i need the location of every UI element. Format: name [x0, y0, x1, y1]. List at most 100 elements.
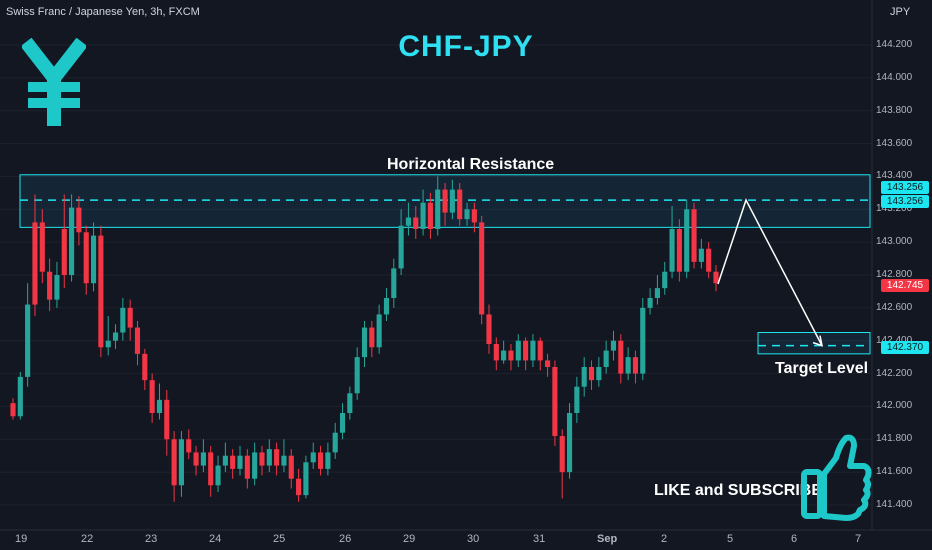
- resistance-label: Horizontal Resistance: [387, 156, 555, 173]
- candle-body: [610, 340, 617, 351]
- candle-body: [640, 307, 646, 374]
- candle-body: [376, 314, 382, 348]
- candle: [625, 347, 631, 381]
- candle: [713, 265, 719, 292]
- candle: [149, 373, 155, 423]
- candle: [296, 468, 302, 502]
- candle: [303, 455, 309, 499]
- candle: [317, 445, 324, 476]
- candle-body: [559, 436, 565, 473]
- candle-body: [515, 340, 521, 361]
- candle: [354, 347, 360, 400]
- candle-body: [435, 189, 441, 229]
- candle-body: [552, 367, 558, 436]
- candle-body: [449, 189, 455, 213]
- candle-body: [545, 360, 551, 367]
- candle: [105, 316, 111, 356]
- candle-body: [676, 229, 682, 272]
- candle: [405, 202, 412, 236]
- candle: [54, 261, 60, 308]
- candle: [69, 194, 75, 282]
- candle: [361, 321, 368, 367]
- candle-body: [47, 271, 53, 300]
- candle: [134, 321, 141, 366]
- candle: [288, 449, 294, 489]
- candle-body: [457, 189, 463, 220]
- candle-body: [134, 327, 141, 354]
- candle: [493, 337, 499, 371]
- candle-body: [193, 452, 199, 466]
- candle: [90, 222, 97, 292]
- candle-body: [69, 207, 75, 275]
- x-tick-label: 24: [209, 533, 222, 545]
- candle: [559, 429, 565, 499]
- candle: [530, 334, 536, 367]
- candle-body: [523, 340, 529, 361]
- candle: [208, 445, 214, 497]
- candle: [25, 283, 31, 387]
- candle-body: [581, 367, 587, 387]
- candle: [47, 258, 53, 312]
- candle: [706, 242, 712, 279]
- target-label: Target Level: [775, 360, 869, 377]
- candle-body: [120, 307, 126, 333]
- y-tick-label: 144.200: [876, 39, 913, 50]
- candle: [435, 176, 441, 236]
- candle: [98, 225, 104, 358]
- projection-path: [717, 198, 823, 346]
- x-tick-label: 7: [855, 533, 862, 545]
- x-tick-label: 19: [15, 533, 28, 545]
- candle: [413, 206, 419, 239]
- symbol-header: Swiss Franc / Japanese Yen, 3h, FXCM: [6, 6, 200, 18]
- candle: [684, 199, 690, 279]
- candle: [669, 206, 675, 279]
- y-tick-label: 143.800: [876, 104, 913, 116]
- candle-body: [281, 455, 287, 466]
- candle-body: [427, 202, 433, 229]
- candle: [112, 324, 119, 349]
- x-tick-label: 6: [791, 533, 798, 545]
- candle: [676, 219, 682, 282]
- candle-body: [442, 189, 448, 213]
- candle-body: [713, 271, 719, 284]
- candle-body: [501, 350, 507, 361]
- x-tick-label: 31: [533, 533, 546, 545]
- candle-body: [625, 357, 631, 374]
- candle-body: [112, 332, 119, 341]
- candle-body: [391, 268, 397, 298]
- candle: [486, 304, 492, 354]
- candle: [698, 238, 704, 269]
- candle: [127, 299, 133, 341]
- candle: [647, 288, 653, 315]
- candle: [662, 261, 668, 295]
- candle-body: [288, 455, 294, 479]
- candle: [457, 183, 463, 226]
- candle-body: [186, 439, 192, 453]
- candle: [164, 390, 170, 456]
- candle: [39, 209, 45, 284]
- candle-body: [662, 271, 668, 289]
- candle-body: [32, 222, 38, 305]
- candle: [376, 304, 382, 354]
- candle: [347, 386, 353, 420]
- candle: [17, 371, 23, 420]
- candle: [596, 357, 602, 387]
- candle: [420, 189, 426, 236]
- candle-body: [164, 399, 170, 440]
- y-tick-label: 142.000: [876, 400, 913, 412]
- candle-body: [54, 275, 60, 300]
- candle-body: [325, 452, 331, 469]
- candle: [281, 439, 287, 473]
- candle: [339, 403, 346, 440]
- candle-body: [537, 340, 543, 361]
- y-tick-label: 142.800: [876, 269, 913, 280]
- candle: [581, 357, 587, 397]
- currency-label: JPY: [890, 6, 911, 18]
- candle-body: [90, 235, 97, 284]
- candle-body: [25, 304, 31, 377]
- candle: [237, 445, 243, 476]
- candle-body: [208, 452, 214, 486]
- y-tick-label: 141.400: [876, 499, 913, 510]
- candle: [61, 194, 67, 289]
